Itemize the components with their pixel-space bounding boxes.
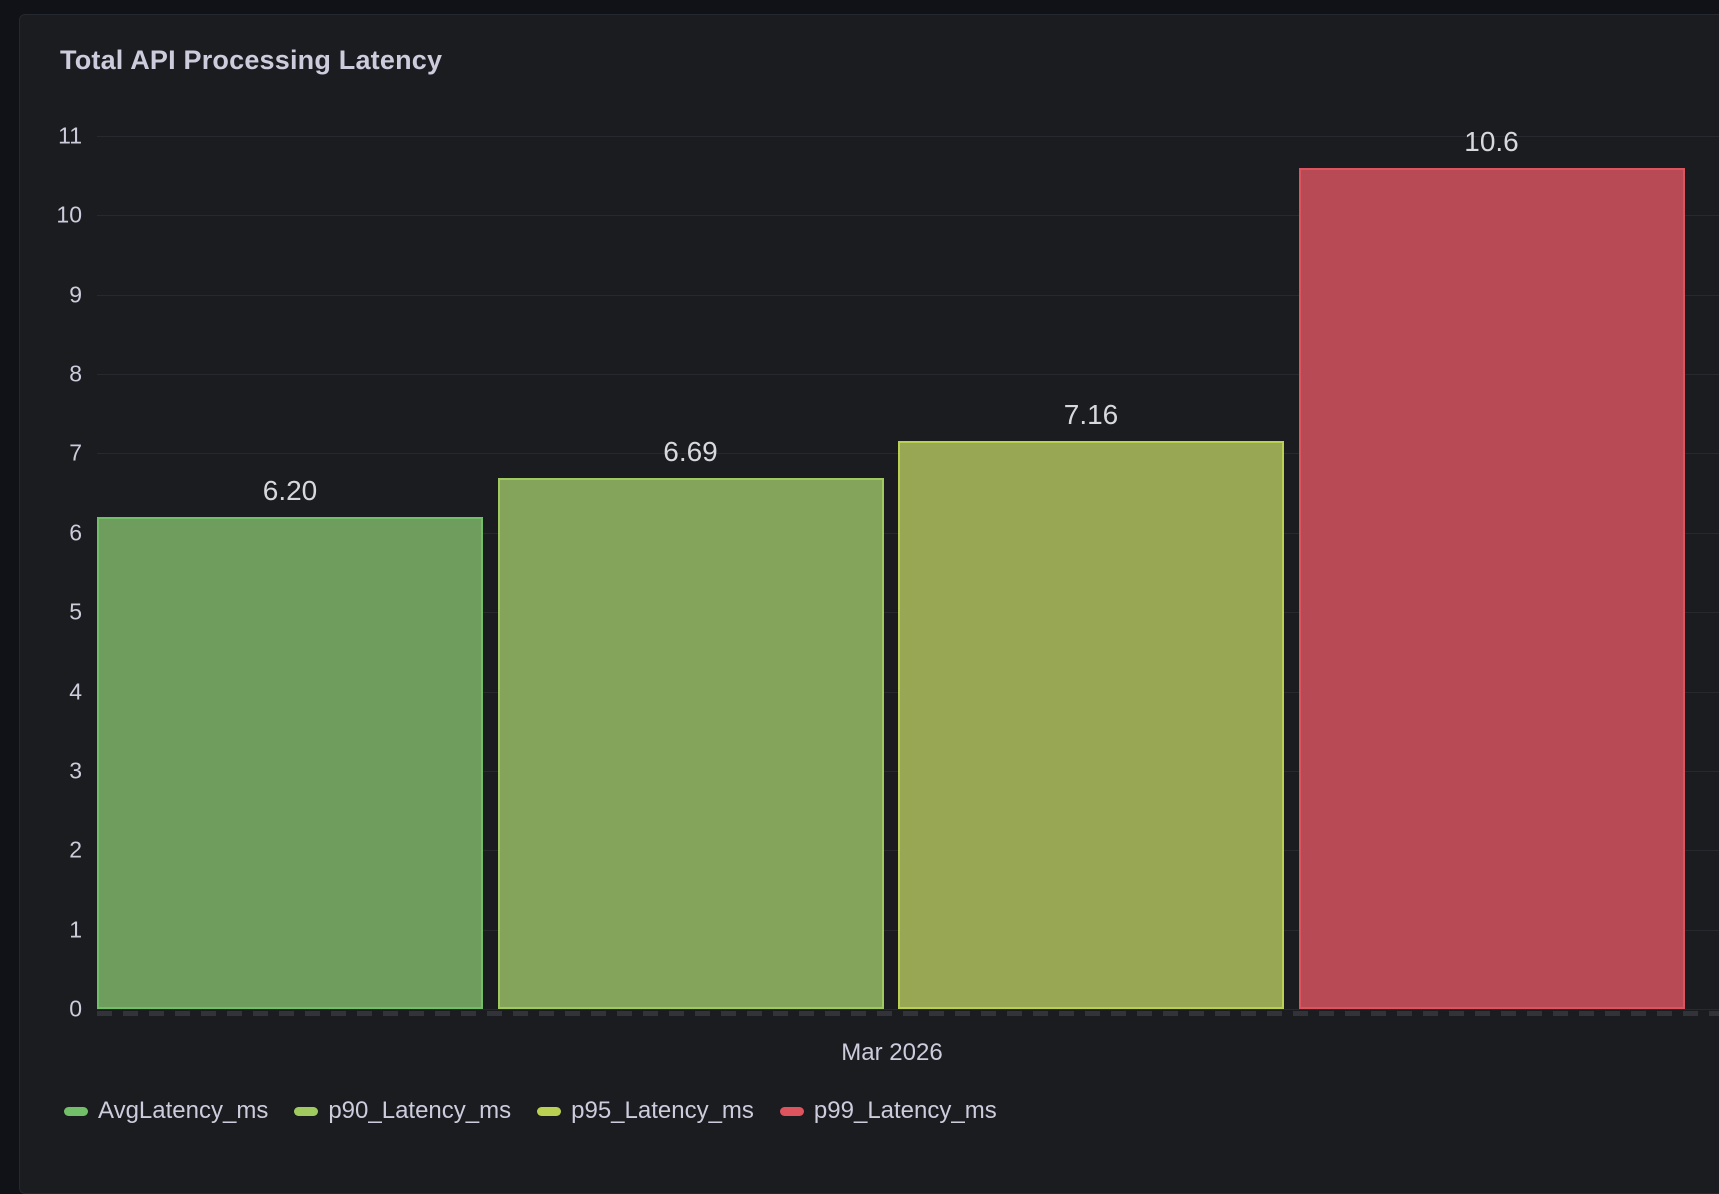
gridline <box>97 294 1719 296</box>
legend-color-pill <box>294 1106 319 1116</box>
x-axis-ticks <box>97 1011 1719 1016</box>
legend-label: p99_Latency_ms <box>813 1097 997 1124</box>
gridline <box>97 136 1719 137</box>
legend: AvgLatency_ms p90_Latency_ms p95_Latency_m… <box>64 1095 997 1127</box>
x-axis-label: Mar 2026 <box>841 1039 943 1066</box>
y-tick-label: 3 <box>69 757 82 784</box>
legend-color-pill <box>64 1106 88 1116</box>
y-tick-label: 0 <box>69 995 82 1022</box>
bar-p90-latency-ms[interactable] <box>497 478 884 1009</box>
bar-value-label-p90-latency-ms: 6.69 <box>663 436 718 468</box>
y-tick-label: 6 <box>69 519 82 546</box>
y-tick-label: 1 <box>69 916 82 943</box>
gridline <box>97 1009 1719 1010</box>
legend-label: AvgLatency_ms <box>98 1097 269 1124</box>
gridline <box>97 215 1719 217</box>
bar-value-label-p99-latency-ms: 10.6 <box>1464 125 1519 157</box>
legend-color-pill <box>779 1106 804 1116</box>
bar-value-label-avglatency-ms: 6.20 <box>262 474 318 506</box>
chart-panel: Total API Processing Latency 0 1 2 3 4 5 6 7 8 9 1… <box>19 14 1719 1194</box>
y-axis: 0 1 2 3 4 5 6 7 8 9 10 11 <box>20 124 82 1020</box>
bar-p99-latency-ms[interactable] <box>1298 167 1685 1009</box>
y-tick-label: 7 <box>69 439 82 466</box>
legend-label: p90_Latency_ms <box>328 1097 512 1124</box>
y-tick-label: 11 <box>58 122 82 149</box>
gridline <box>97 374 1719 376</box>
bar-avglatency-ms[interactable] <box>97 516 483 1009</box>
plot-area: 6.20 6.69 7.16 10.6 <box>97 127 1719 1010</box>
bar-value-label-p95-latency-ms: 7.16 <box>1063 398 1119 430</box>
y-tick-label: 2 <box>69 836 82 863</box>
legend-item-p90-latency-ms[interactable]: p90_Latency_ms <box>294 1099 511 1123</box>
y-tick-label: 10 <box>56 201 82 228</box>
legend-item-p95-latency-ms[interactable]: p95_Latency_ms <box>537 1099 754 1123</box>
legend-item-avglatency-ms[interactable]: AvgLatency_ms <box>64 1099 268 1123</box>
bar-p95-latency-ms[interactable] <box>898 440 1284 1009</box>
y-tick-label: 9 <box>69 281 82 308</box>
legend-label: p95_Latency_ms <box>571 1097 754 1124</box>
y-tick-label: 4 <box>69 678 82 705</box>
panel-title[interactable]: Total API Processing Latency <box>60 45 443 75</box>
y-tick-label: 8 <box>69 360 82 387</box>
y-tick-label: 5 <box>69 598 82 625</box>
legend-item-p99-latency-ms[interactable]: p99_Latency_ms <box>779 1097 997 1124</box>
legend-color-pill <box>537 1106 562 1116</box>
